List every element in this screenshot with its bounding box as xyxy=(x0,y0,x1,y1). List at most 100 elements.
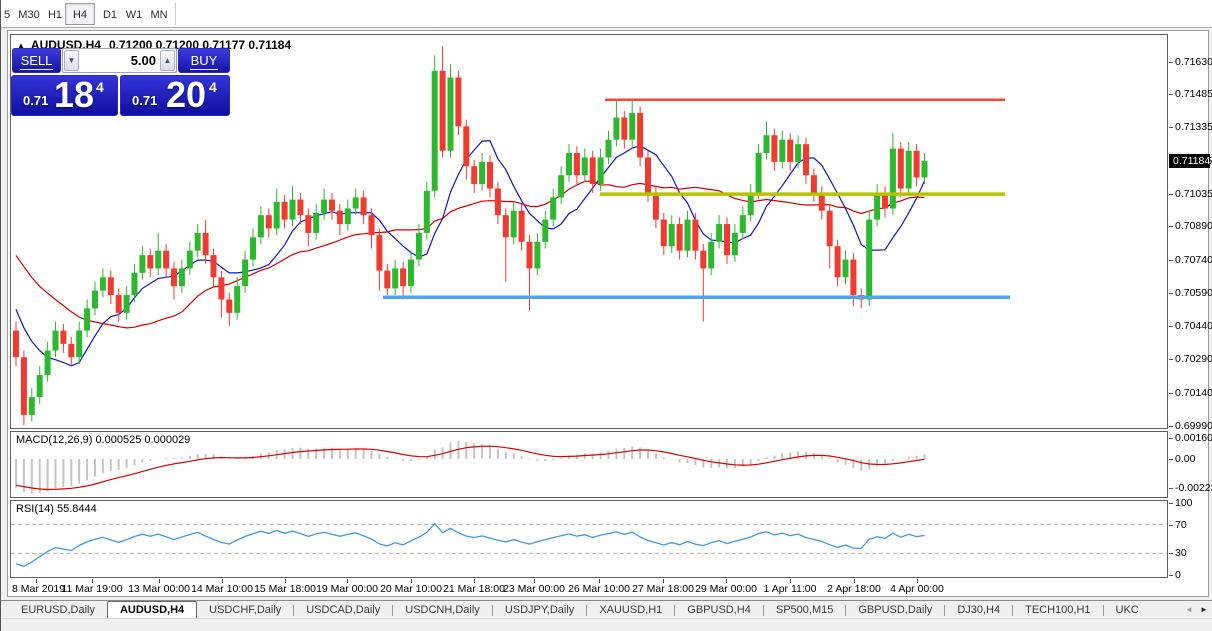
candle-up xyxy=(708,241,715,269)
candle-up xyxy=(668,224,675,247)
candle-down xyxy=(115,295,122,313)
symbol-tab-tech100-h1[interactable]: TECH100,H1 xyxy=(1025,604,1091,616)
candle-down xyxy=(400,268,407,287)
sell-price-pip: 4 xyxy=(96,79,104,95)
symbol-tab-xauusd-h1[interactable]: XAUUSD,H1 xyxy=(599,604,663,616)
macd-values: 0.000525 0.000029 xyxy=(95,434,191,446)
symbol-tab-usdcad-daily[interactable]: USDCAD,Daily xyxy=(306,604,381,616)
time-axis-tick xyxy=(285,579,286,583)
symbol-tab-usdcnh-daily[interactable]: USDCNH,Daily xyxy=(405,604,480,616)
tab-scroll-left-icon[interactable]: ◄ xyxy=(1185,605,1193,614)
buy-price-big: 20 xyxy=(166,74,207,115)
macd-pane[interactable]: MACD(12,26,9) 0.000525 0.000029 xyxy=(10,431,1168,498)
volume-decrease-icon[interactable]: ▼ xyxy=(64,50,79,71)
symbol-tab-gbpusd-h4[interactable]: GBPUSD,H4 xyxy=(687,604,751,616)
moving-average-8 xyxy=(15,140,926,367)
candle-down xyxy=(676,224,683,251)
buy-price-pip: 4 xyxy=(209,79,217,95)
macd-signal-line xyxy=(15,445,925,491)
candle-down xyxy=(826,210,833,247)
candlestick-canvas[interactable] xyxy=(11,35,1167,428)
candle-down xyxy=(660,219,667,247)
time-axis-label: 14 Mar 10:00 xyxy=(191,583,253,595)
candle-up xyxy=(731,232,738,256)
candle-up xyxy=(479,161,486,185)
volume-value[interactable]: 5.00 xyxy=(130,53,156,68)
volume-spinner[interactable]: ▼ 5.00 ▲ xyxy=(62,48,177,73)
time-axis-label: 8 Mar 2019 xyxy=(12,583,66,595)
candle-up xyxy=(44,350,51,375)
candle-up xyxy=(581,157,588,176)
candle-up xyxy=(842,259,849,278)
tab-separator xyxy=(762,604,764,616)
sell-button[interactable]: SELL xyxy=(12,48,61,73)
timeframe-button-w1[interactable]: W1 xyxy=(125,9,143,21)
candle-up xyxy=(392,268,399,289)
symbol-tab-usdchf-daily[interactable]: USDCHF,Daily xyxy=(209,604,282,616)
buy-button[interactable]: BUY xyxy=(178,48,230,73)
buy-quote-box[interactable]: 0.71 20 4 xyxy=(120,74,230,116)
candle-up xyxy=(257,215,264,238)
timeframe-button-5[interactable]: 5 xyxy=(3,9,11,21)
candle-down xyxy=(202,232,209,256)
candle-down xyxy=(305,215,312,233)
tab-separator xyxy=(674,604,676,616)
time-axis-label: 1 Apr 11:00 xyxy=(763,583,817,595)
candle-up xyxy=(739,215,746,233)
macd-canvas[interactable] xyxy=(11,432,1167,497)
candle-up xyxy=(321,199,328,213)
symbol-tab-eurusd-daily[interactable]: EURUSD,Daily xyxy=(21,604,95,616)
time-axis-label: 2 Apr 18:00 xyxy=(827,583,881,595)
volume-increase-icon[interactable]: ▲ xyxy=(160,50,175,71)
candle-up xyxy=(352,197,359,209)
price-axis-label: 0.70590 xyxy=(1169,286,1212,299)
price-axis-label: 0.70740 xyxy=(1169,253,1212,266)
timeframe-button-h4[interactable]: H4 xyxy=(65,3,95,25)
timeframe-button-d1[interactable]: D1 xyxy=(102,9,118,21)
timeframe-button-m30[interactable]: M30 xyxy=(18,9,40,21)
candle-down xyxy=(621,117,628,140)
rsi-pane[interactable]: RSI(14) 55.8444 xyxy=(10,500,1168,578)
candle-up xyxy=(795,144,802,162)
tab-separator xyxy=(586,604,588,616)
candle-up xyxy=(123,295,130,313)
symbol-tab-usdjpy-daily[interactable]: USDJPY,Daily xyxy=(504,604,575,616)
candle-up xyxy=(431,70,438,191)
candle-up xyxy=(423,190,430,233)
candle-down xyxy=(163,250,170,269)
symbol-tab-gbpusd-daily[interactable]: GBPUSD,Daily xyxy=(858,604,933,616)
candle-down xyxy=(518,210,525,242)
symbol-tab-audusd-h4[interactable]: AUDUSD,H4 xyxy=(106,601,198,619)
main-chart-pane[interactable]: ▲ AUDUSD,H4 0.71200 0.71200 0.71177 0.7118… xyxy=(10,34,1168,429)
candle-down xyxy=(494,188,501,216)
symbol-tab-dj30-h4[interactable]: DJ30,H4 xyxy=(957,604,1001,616)
candle-down xyxy=(834,246,841,278)
candle-down xyxy=(439,70,446,151)
candle-down xyxy=(526,241,533,269)
candle-down xyxy=(700,250,707,269)
tab-separator xyxy=(1012,604,1014,616)
tab-scroll-right-icon[interactable]: ► xyxy=(1200,605,1208,614)
tab-separator xyxy=(1102,604,1104,616)
candle-up xyxy=(139,255,146,273)
candle-up xyxy=(510,210,517,238)
candle-down xyxy=(329,199,335,211)
rsi-canvas[interactable] xyxy=(11,501,1167,577)
timeframe-button-mn[interactable]: MN xyxy=(150,9,168,21)
candle-up xyxy=(415,232,422,260)
symbol-tab-ukc[interactable]: UKC xyxy=(1115,604,1139,616)
time-axis-tick xyxy=(663,579,664,583)
collapse-triangle-icon[interactable]: ▲ xyxy=(17,41,25,50)
timeframe-button-h1[interactable]: H1 xyxy=(47,9,63,21)
candle-up xyxy=(447,77,454,151)
symbol-tab-sp500-m15[interactable]: SP500,M15 xyxy=(775,604,834,616)
timeframe-toolbar: 5 M30 H1 H4 D1 W1 MN xyxy=(1,0,1212,28)
sell-quote-box[interactable]: 0.71 18 4 xyxy=(11,74,118,116)
candle-up xyxy=(542,219,549,242)
price-axis-label: 0.71630 xyxy=(1169,56,1212,68)
candle-down xyxy=(724,224,730,256)
candle-up xyxy=(250,237,256,260)
chart-window: ▲ AUDUSD,H4 0.71200 0.71200 0.71177 0.7118… xyxy=(7,30,1212,597)
candle-up xyxy=(874,192,881,220)
